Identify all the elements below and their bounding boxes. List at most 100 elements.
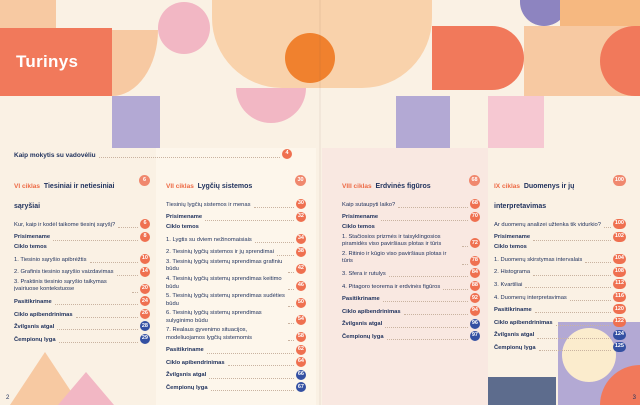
dotted-leader xyxy=(555,324,611,326)
section-header: VI ciklas Tiesiniai ir netiesiniai sąryš… xyxy=(14,174,150,214)
page-badge: 42 xyxy=(295,263,306,274)
dotted-leader xyxy=(287,339,294,341)
section-header: VIII ciklas Erdvinės figūros 68 xyxy=(342,174,480,194)
toc-item-label: 7. Realaus gyvenimo situacijos, modeliuo… xyxy=(166,327,253,341)
toc-item-label: 2. Histograma xyxy=(494,269,531,276)
toc-row: Kur, kaip ir kodėl taikome tiesinį sąryš… xyxy=(14,219,150,229)
howto-row: Kaip mokytis su vadovėliu 4 xyxy=(14,149,292,159)
page-number-left: 2 xyxy=(6,395,10,401)
toc-columns: VI ciklas Tiesiniai ir netiesiniai sąryš… xyxy=(14,174,626,393)
page-badge: 78 xyxy=(469,255,480,266)
page-badge: 29 xyxy=(139,334,150,345)
toc-row: Pasitikriname 92 xyxy=(342,293,480,304)
toc-row: Ar duomenų analizei užtenka tik vidurkio… xyxy=(494,219,626,229)
toc-item-label: Tiesinių lygčių sistemos ir menas xyxy=(166,201,251,208)
dotted-leader xyxy=(118,227,138,228)
dotted-leader xyxy=(205,219,294,221)
dotted-leader xyxy=(287,305,294,307)
page-badge: 28 xyxy=(139,321,150,332)
page-badge: 122 xyxy=(612,316,626,327)
dotted-leader xyxy=(538,350,611,352)
section-heading: IX ciklas Duomenys ir jų interpretavimas xyxy=(494,174,610,214)
toc-row: Ciklo temos xyxy=(166,224,306,231)
dotted-leader xyxy=(75,316,138,318)
toc-column: IX ciklas Duomenys ir jų interpretavimas… xyxy=(494,174,626,393)
dotted-leader xyxy=(209,377,294,379)
deco-slate-rect xyxy=(488,377,556,405)
deco-cream-circle xyxy=(562,328,616,382)
section-heading: VI ciklas Tiesiniai ir netiesiniai sąryš… xyxy=(14,174,136,214)
toc-column: VI ciklas Tiesiniai ir netiesiniai sąryš… xyxy=(14,174,150,393)
toc-row: Čempionų lyga 97 xyxy=(342,331,480,342)
toc-item-label: 2. Grafinis tiesinio sąryšio vaizdavimas xyxy=(14,269,114,276)
section-cycle-label: VIII ciklas xyxy=(342,183,374,190)
toc-row: Tiesinių lygčių sistemos ir menas 30 xyxy=(166,199,306,209)
page-badge: 108 xyxy=(612,266,626,277)
toc-item-label: Pasitikriname xyxy=(14,299,52,306)
toc-item-label: 2. Ritinio ir kūgio viso paviršiaus plot… xyxy=(342,251,447,265)
toc-row: 3. Tiesinių lygčių sistemų sprendimas gr… xyxy=(166,259,306,274)
dotted-leader xyxy=(443,288,468,290)
toc-row: Čempionų lyga 125 xyxy=(494,342,626,353)
toc-row: Žvilgsnis atgal 28 xyxy=(14,321,150,332)
toc-item-label: Pasitikriname xyxy=(166,347,204,354)
page-number-right: 3 xyxy=(632,395,636,401)
toc-row: Čempionų lyga 29 xyxy=(14,334,150,345)
page-badge: 32 xyxy=(295,211,306,222)
page-badge: 124 xyxy=(612,329,626,340)
toc-row: Žvilgsnis atgal 96 xyxy=(342,318,480,329)
toc-row: 4. Tiesinių lygčių sistemų sprendimas ke… xyxy=(166,276,306,291)
page-badge: 58 xyxy=(295,331,306,342)
section-page-badge: 68 xyxy=(469,175,480,186)
dotted-leader xyxy=(254,242,294,244)
section-title: Lygčių sistemos xyxy=(197,183,253,190)
dotted-leader xyxy=(461,246,468,248)
deco-orange-strip xyxy=(560,0,640,26)
dotted-leader xyxy=(585,262,611,264)
toc-item-label: Ciklo temos xyxy=(166,224,199,231)
toc-row: Ciklo apibendrinimas 26 xyxy=(14,308,150,319)
toc-row: 3. Kvartiliai 112 xyxy=(494,279,626,290)
page-badge: 97 xyxy=(469,331,480,342)
toc-item-label: 3. Tiesinių lygčių sistemų sprendimas gr… xyxy=(166,259,283,273)
toc-row: Prisimename 102 xyxy=(494,231,626,242)
toc-row: Ciklo temos xyxy=(14,244,150,251)
page-badge: 68 xyxy=(469,199,480,209)
toc-item-label: 4. Duomenų interpretavimas xyxy=(494,294,567,301)
toc-item-label: 5. Tiesinių lygčių sistemų sprendimas su… xyxy=(166,293,285,307)
page-badge: 84 xyxy=(469,268,480,279)
dotted-leader xyxy=(210,390,294,392)
page-badge: 88 xyxy=(469,280,480,291)
page-badge: 54 xyxy=(295,314,306,325)
dotted-leader xyxy=(388,276,468,278)
deco-pink-circle xyxy=(158,2,210,54)
dotted-leader xyxy=(53,239,138,241)
toc-row: Ciklo apibendrinimas 122 xyxy=(494,316,626,327)
toc-item-label: Kur, kaip ir kodėl taikome tiesinį sąryš… xyxy=(14,221,116,228)
page-badge: 30 xyxy=(295,199,306,209)
page-badge: 70 xyxy=(469,211,480,222)
toc-row: Ciklo apibendrinimas 64 xyxy=(166,357,306,368)
section-cycle-label: IX ciklas xyxy=(494,183,522,190)
page-badge: 92 xyxy=(469,293,480,304)
toc-item-label: Pasitikriname xyxy=(342,296,380,303)
page-badge: 67 xyxy=(295,382,306,393)
page-badge: 24 xyxy=(139,296,150,307)
page-badge: 6 xyxy=(140,219,150,229)
deco-coral-rounded-rect xyxy=(432,26,524,90)
section-page-badge: 30 xyxy=(295,175,306,186)
deco-cream-band xyxy=(156,148,316,405)
toc-row: 7. Realaus gyvenimo situacijos, modeliuo… xyxy=(166,327,306,342)
toc-row: Pasitikriname 24 xyxy=(14,296,150,307)
dotted-leader xyxy=(276,254,294,256)
toc-column: VII ciklas Lygčių sistemos 30 Tiesinių lyg… xyxy=(166,174,306,393)
toc-row: 6. Tiesinių lygčių sistemų sprendimas su… xyxy=(166,310,306,325)
page-badge: 10 xyxy=(139,254,150,265)
toc-row: Kaip sutaupyti laiko? 68 xyxy=(342,199,480,209)
section-heading: VIII ciklas Erdvinės figūros xyxy=(342,174,466,194)
page-badge: 38 xyxy=(295,246,306,257)
page-badge: 14 xyxy=(139,266,150,277)
section-header: IX ciklas Duomenys ir jų interpretavimas… xyxy=(494,174,626,214)
dotted-leader xyxy=(403,313,468,315)
